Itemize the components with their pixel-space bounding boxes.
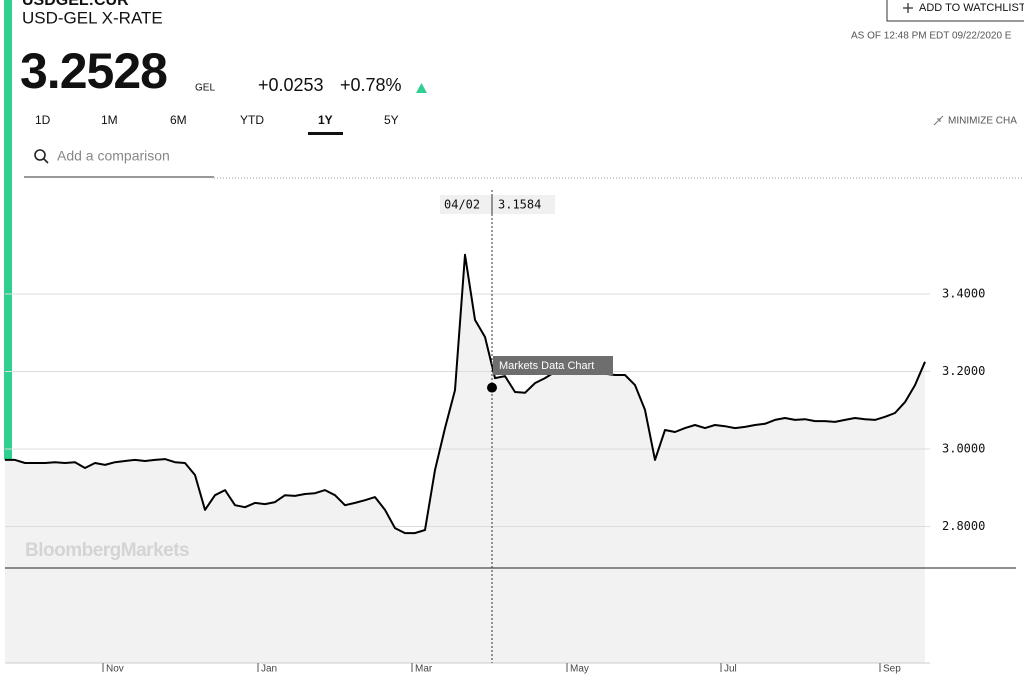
x-tick-label: Jan <box>261 664 277 675</box>
comparison-search[interactable]: Add a comparison <box>34 148 170 164</box>
x-tick-label: Nov <box>106 664 124 675</box>
crosshair-dot <box>487 382 497 393</box>
tab-underline <box>308 132 343 135</box>
accent-bar <box>4 0 12 460</box>
search-icon <box>34 149 46 161</box>
range-tab[interactable]: YTD <box>240 113 264 127</box>
y-tick-label: 3.0000 <box>942 442 985 456</box>
ticker: USDGEL:CUR <box>22 0 129 9</box>
button-label: ADD TO WATCHLIST <box>919 2 1024 14</box>
chart-tooltip: Markets Data Chart <box>499 360 594 372</box>
instrument-name: USD-GEL X-RATE <box>22 8 163 27</box>
button-frame <box>886 0 1024 22</box>
timestamp: AS OF 12:48 PM EDT 09/22/2020 E <box>851 31 1012 42</box>
y-tick-label: 2.8000 <box>942 519 985 533</box>
x-tick-label: Sep <box>883 664 901 675</box>
search-placeholder: Add a comparison <box>57 148 170 164</box>
range-tab[interactable]: 5Y <box>384 113 399 127</box>
x-tick-label: Jul <box>724 664 737 675</box>
crosshair-date: 04/02 <box>444 198 480 212</box>
chart-tooltip-box <box>493 356 613 375</box>
minimize-button[interactable]: MINIMIZE CHA <box>933 115 1017 127</box>
price-line <box>5 253 926 535</box>
minimize-icon <box>933 115 944 126</box>
range-tab[interactable]: 6M <box>170 113 187 127</box>
x-tick-label: May <box>570 664 589 675</box>
range-tab[interactable]: 1D <box>35 113 51 127</box>
minimize-label: MINIMIZE CHA <box>948 116 1017 127</box>
range-tab[interactable]: 1Y <box>318 113 333 127</box>
area-fill <box>5 254 925 664</box>
plus-icon <box>903 3 913 13</box>
y-tick-label: 3.2000 <box>942 364 985 378</box>
crosshair-value: 3.1584 <box>498 198 541 212</box>
y-tick-label: 3.4000 <box>942 286 985 300</box>
search-icon-handle <box>43 158 49 164</box>
range-tab[interactable]: 1M <box>101 113 118 127</box>
up-arrow <box>416 83 427 93</box>
chart: 2.8000 3.0000 3.2000 3.4000 BloombergMarkets… <box>5 190 1016 675</box>
currency: GEL <box>195 83 215 94</box>
price: 3.2528 <box>20 43 167 99</box>
change: +0.0253 <box>258 75 324 95</box>
crosshair-box <box>440 195 555 214</box>
change-percent: +0.78% <box>340 75 402 95</box>
watermark: BloombergMarkets <box>25 540 189 561</box>
range-tabs: 1D 1M 6M YTD 1Y 5Y <box>35 113 399 135</box>
watchlist-button[interactable]: ADD TO WATCHLIST <box>886 0 1024 22</box>
x-tick-label: Mar <box>415 664 433 675</box>
